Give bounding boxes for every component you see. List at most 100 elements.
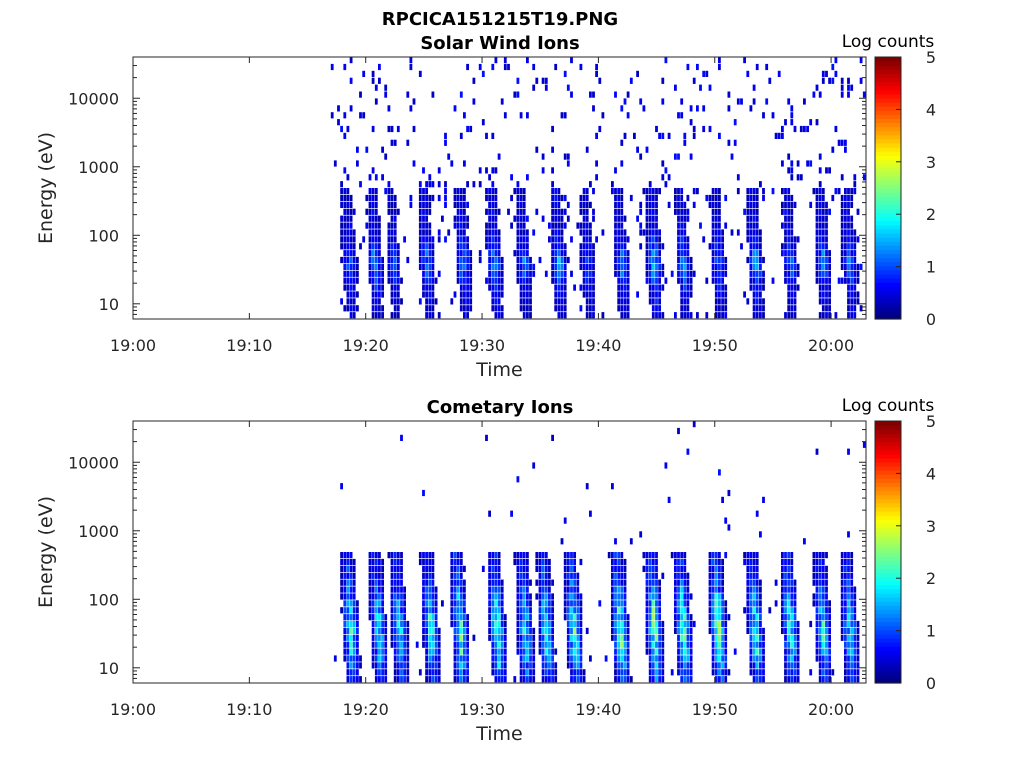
spectrogram-cell: [585, 188, 589, 195]
spectrogram-cell: [724, 676, 728, 683]
spectrogram-cell: [491, 298, 495, 305]
spectrogram-cell: [456, 648, 460, 655]
spectrogram-cell: [529, 270, 532, 277]
spectrogram-cell: [651, 263, 655, 270]
spectrogram-cell: [378, 586, 381, 593]
spectrogram-cell: [718, 305, 721, 312]
spectrogram-cell: [714, 236, 718, 243]
spectrogram-cell: [623, 669, 627, 676]
spectrogram-cell: [793, 277, 797, 284]
spectrogram-cell: [522, 250, 526, 257]
spectrogram-cell: [425, 552, 428, 559]
spectrogram-cell: [393, 208, 397, 215]
spectrogram-cell: [390, 579, 394, 586]
spectrogram-cell: [651, 552, 655, 559]
spectrogram-cell: [790, 277, 794, 284]
spectrogram-cell: [551, 222, 554, 229]
spectrogram-cell: [532, 627, 536, 634]
spectrogram-cell: [677, 243, 680, 250]
spectrogram-cell: [494, 188, 498, 195]
spectrogram-cell: [406, 648, 410, 655]
spectrogram-cell: [840, 201, 844, 208]
spectrogram-cell: [387, 181, 391, 188]
spectrogram-cell: [645, 146, 649, 153]
spectrogram-cell: [724, 669, 728, 676]
spectrogram-cell: [519, 256, 523, 264]
spectrogram-cell: [570, 552, 573, 559]
spectrogram-cell: [815, 641, 819, 648]
spectrogram-cell: [850, 579, 854, 586]
spectrogram-cell: [378, 593, 381, 600]
spectrogram-cell: [850, 263, 854, 270]
spectrogram-cell: [371, 607, 375, 614]
spectrogram-cell: [526, 112, 529, 119]
spectrogram-cell: [500, 98, 504, 105]
spectrogram-cell: [396, 125, 400, 133]
spectrogram-cell: [677, 270, 680, 277]
spectrogram-cell: [381, 305, 384, 312]
spectrogram-cell: [541, 627, 545, 634]
spectrogram-cell: [393, 676, 397, 683]
y-tick-label: 100: [88, 226, 119, 245]
spectrogram-cell: [658, 229, 661, 236]
spectrogram-cell: [617, 256, 621, 264]
spectrogram-cell: [428, 662, 432, 669]
spectrogram-cell: [655, 256, 658, 264]
spectrogram-cell: [809, 620, 813, 628]
spectrogram-cell: [544, 607, 548, 614]
spectrogram-cell: [566, 215, 570, 222]
spectrogram-cell: [497, 256, 501, 264]
spectrogram-cell: [645, 627, 649, 634]
spectrogram-cell: [368, 600, 372, 607]
spectrogram-cell: [818, 312, 822, 319]
spectrogram-cell: [494, 243, 498, 250]
spectrogram-cell: [381, 620, 384, 628]
spectrogram-cell: [840, 77, 844, 84]
spectrogram-cell: [771, 277, 775, 284]
spectrogram-cell: [683, 620, 687, 628]
spectrogram-cell: [560, 305, 564, 312]
spectrogram-cell: [500, 607, 504, 614]
spectrogram-cell: [847, 222, 850, 229]
spectrogram-cell: [503, 655, 507, 662]
colorbar-swatch: [875, 470, 901, 475]
spectrogram-cell: [705, 194, 709, 202]
spectrogram-cell: [825, 243, 828, 250]
spectrogram-cell: [425, 607, 428, 614]
spectrogram-cell: [815, 222, 819, 229]
spectrogram-cell: [500, 614, 504, 621]
colorbar-swatch: [875, 580, 901, 586]
spectrogram-cell: [352, 208, 356, 215]
spectrogram-cell: [503, 112, 507, 119]
spectrogram-cell: [463, 298, 466, 305]
spectrogram-cell: [617, 208, 621, 215]
spectrogram-cell: [453, 607, 457, 614]
spectrogram-cell: [491, 607, 495, 614]
spectrogram-cell: [853, 648, 857, 655]
spectrogram-cell: [787, 284, 791, 291]
spectrogram-cell: [674, 153, 677, 160]
spectrogram-cell: [825, 250, 828, 257]
spectrogram-cell: [378, 215, 381, 222]
spectrogram-cell: [340, 236, 343, 243]
spectrogram-cell: [755, 579, 759, 586]
spectrogram-cell: [809, 160, 813, 167]
spectrogram-cell: [456, 620, 460, 628]
spectrogram-cell: [582, 194, 586, 202]
spectrogram-cell: [677, 188, 680, 195]
spectrogram-cell: [847, 270, 850, 277]
spectrogram-cell: [752, 676, 756, 683]
spectrogram-cell: [623, 627, 627, 634]
spectrogram-cell: [749, 243, 753, 250]
spectrogram-cell: [453, 648, 457, 655]
spectrogram-cell: [670, 552, 674, 559]
spectrogram-cell: [784, 669, 787, 676]
spectrogram-cell: [393, 565, 397, 572]
spectrogram-cell: [821, 250, 825, 257]
spectrogram-cell: [400, 572, 403, 579]
spectrogram-cell: [522, 312, 526, 319]
spectrogram-cell: [658, 607, 661, 614]
spectrogram-cell: [349, 243, 353, 250]
colorbar-label: Log counts: [842, 32, 935, 52]
spectrogram-cell: [614, 243, 617, 250]
